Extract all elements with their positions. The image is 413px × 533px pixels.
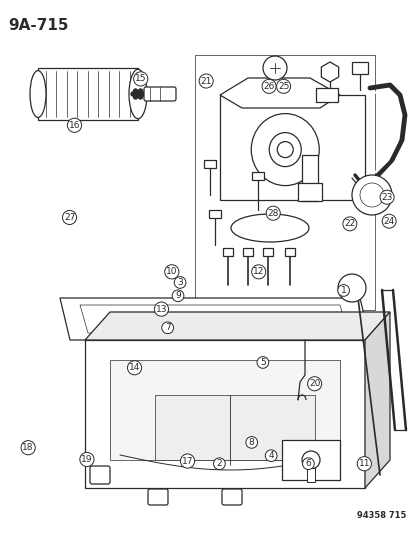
Text: 2: 2: [216, 459, 222, 468]
Text: 15: 15: [135, 75, 146, 83]
Circle shape: [138, 89, 142, 93]
Circle shape: [140, 92, 145, 96]
Bar: [262, 248, 272, 256]
Polygon shape: [364, 312, 389, 488]
Bar: [223, 248, 233, 256]
Text: 94358 715: 94358 715: [356, 511, 405, 520]
Text: 8: 8: [248, 438, 254, 447]
FancyBboxPatch shape: [221, 489, 242, 505]
Circle shape: [133, 95, 137, 99]
Bar: [242, 248, 252, 256]
FancyBboxPatch shape: [147, 489, 168, 505]
Circle shape: [351, 175, 391, 215]
Text: 21: 21: [200, 77, 211, 85]
Bar: [284, 248, 294, 256]
Bar: [351, 62, 367, 74]
Polygon shape: [154, 395, 314, 460]
Circle shape: [277, 142, 292, 158]
Text: 13: 13: [155, 305, 167, 313]
Text: 10: 10: [166, 268, 177, 276]
Text: 22: 22: [343, 220, 355, 228]
Text: 9A-715: 9A-715: [8, 18, 68, 33]
Bar: [301, 155, 317, 185]
Text: 4: 4: [268, 451, 273, 460]
Text: 7: 7: [164, 324, 170, 332]
Ellipse shape: [129, 69, 147, 119]
Polygon shape: [219, 78, 339, 108]
Bar: [306, 468, 314, 482]
Text: 9: 9: [175, 292, 180, 300]
FancyBboxPatch shape: [144, 87, 176, 101]
Ellipse shape: [230, 214, 308, 242]
Text: 5: 5: [259, 358, 265, 367]
Text: 18: 18: [22, 443, 34, 452]
Ellipse shape: [30, 70, 46, 117]
Circle shape: [131, 92, 135, 96]
Polygon shape: [195, 55, 374, 310]
Text: 12: 12: [252, 268, 264, 276]
Circle shape: [359, 183, 383, 207]
Polygon shape: [80, 305, 347, 333]
Text: 28: 28: [267, 209, 278, 217]
Circle shape: [135, 92, 140, 96]
Polygon shape: [219, 95, 364, 200]
Ellipse shape: [268, 133, 301, 167]
Bar: [281, 440, 339, 480]
Text: 3: 3: [177, 278, 183, 287]
Text: 14: 14: [128, 364, 140, 372]
Text: 6: 6: [305, 459, 311, 468]
Text: 23: 23: [380, 193, 392, 201]
Text: 11: 11: [358, 459, 369, 468]
Bar: [252, 172, 263, 180]
Circle shape: [133, 89, 137, 93]
Polygon shape: [38, 68, 138, 120]
Text: 25: 25: [277, 82, 289, 91]
Polygon shape: [85, 340, 364, 488]
Text: 24: 24: [382, 217, 394, 225]
Circle shape: [262, 56, 286, 80]
Bar: [209, 210, 221, 218]
Text: 26: 26: [263, 82, 274, 91]
Bar: [204, 160, 216, 168]
Text: 20: 20: [308, 379, 320, 388]
Polygon shape: [60, 298, 369, 340]
Ellipse shape: [251, 114, 318, 185]
Text: 19: 19: [81, 455, 93, 464]
Polygon shape: [110, 360, 339, 460]
Text: 1: 1: [340, 286, 346, 295]
Circle shape: [138, 95, 142, 99]
Circle shape: [301, 451, 319, 469]
Text: 16: 16: [69, 121, 80, 130]
Polygon shape: [85, 312, 389, 340]
Text: 27: 27: [64, 213, 75, 222]
Circle shape: [337, 274, 365, 302]
Text: 17: 17: [181, 457, 193, 465]
FancyBboxPatch shape: [90, 466, 110, 484]
Bar: [297, 183, 321, 201]
Bar: [315, 88, 337, 102]
